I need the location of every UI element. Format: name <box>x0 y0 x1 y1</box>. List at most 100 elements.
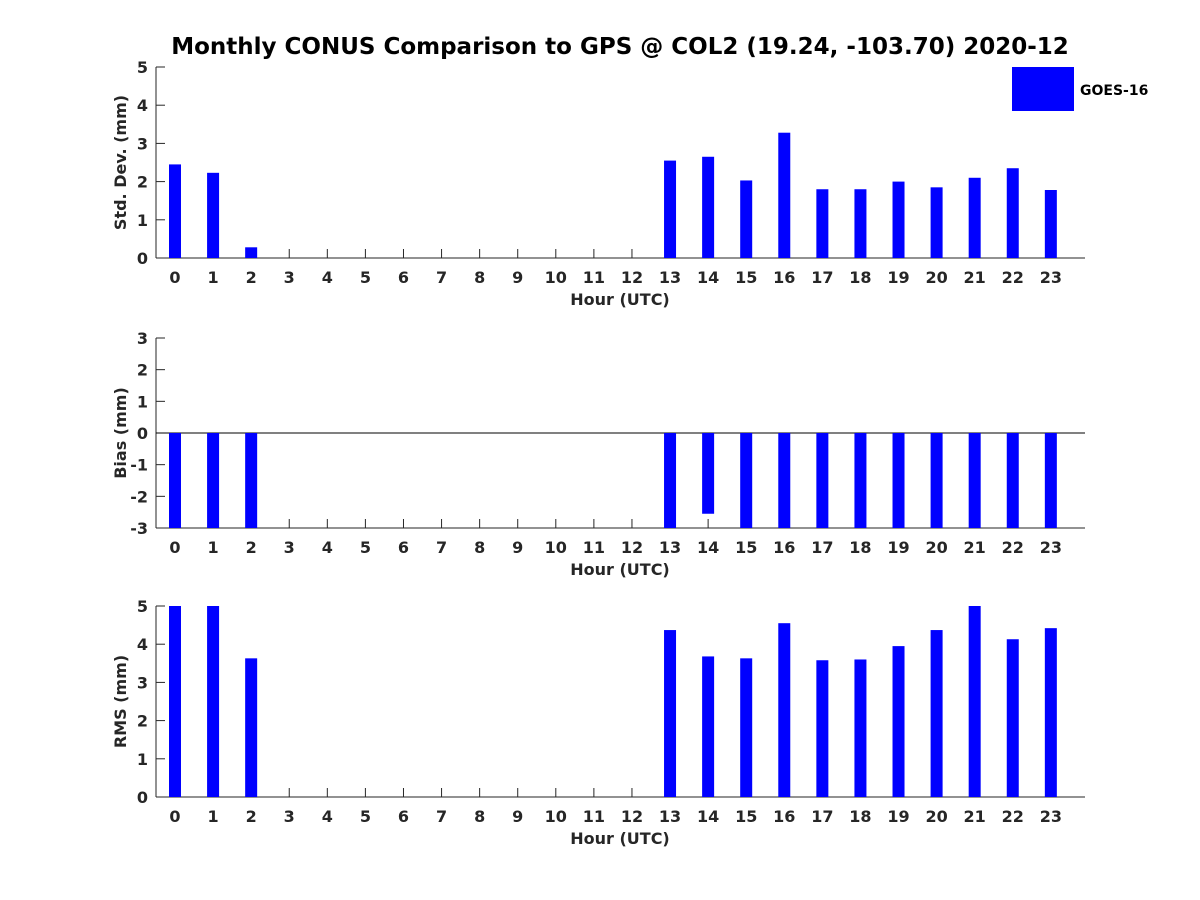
bar-hour-16 <box>778 132 791 258</box>
y-tick-label: 0 <box>137 249 148 268</box>
x-tick-label: 18 <box>849 268 871 287</box>
bar-hour-19 <box>892 646 905 797</box>
bar-hour-17 <box>816 433 829 528</box>
y-tick-label: 0 <box>137 424 148 443</box>
x-tick-label: 17 <box>811 538 833 557</box>
x-tick-label: 12 <box>621 538 643 557</box>
y-tick-label: -2 <box>130 487 148 506</box>
x-tick-label: 11 <box>583 268 605 287</box>
bar-hour-15 <box>740 433 753 528</box>
x-tick-label: 3 <box>284 807 295 826</box>
x-tick-label: 23 <box>1040 538 1062 557</box>
x-tick-label: 9 <box>512 538 523 557</box>
x-tick-label: 22 <box>1002 807 1024 826</box>
x-tick-label: 17 <box>811 268 833 287</box>
x-tick-label: 6 <box>398 538 409 557</box>
y-tick-label: 1 <box>137 392 148 411</box>
x-tick-label: 18 <box>849 807 871 826</box>
x-tick-label: 10 <box>545 268 567 287</box>
x-tick-label: 6 <box>398 807 409 826</box>
bar-hour-0 <box>169 433 181 528</box>
x-tick-label: 12 <box>621 807 643 826</box>
bar-hour-22 <box>1006 639 1019 797</box>
x-tick-label: 2 <box>246 268 257 287</box>
x-tick-label: 2 <box>246 807 257 826</box>
x-tick-label: 19 <box>887 807 909 826</box>
x-tick-label: 21 <box>964 268 986 287</box>
bar-hour-14 <box>702 433 715 514</box>
y-tick-label: 1 <box>137 750 148 769</box>
bar-hour-13 <box>664 433 677 528</box>
bar-hour-13 <box>664 160 677 258</box>
bar-hour-23 <box>1044 628 1057 797</box>
y-axis-label: Std. Dev. (mm) <box>111 95 130 230</box>
x-tick-label: 6 <box>398 268 409 287</box>
x-tick-label: 7 <box>436 268 447 287</box>
x-tick-label: 19 <box>887 538 909 557</box>
x-tick-label: 0 <box>169 538 180 557</box>
x-tick-label: 5 <box>360 538 371 557</box>
bar-hour-18 <box>854 433 867 528</box>
x-tick-label: 23 <box>1040 807 1062 826</box>
x-tick-label: 9 <box>512 268 523 287</box>
x-tick-label: 18 <box>849 538 871 557</box>
bar-hour-18 <box>854 659 867 797</box>
x-tick-label: 15 <box>735 268 757 287</box>
x-tick-label: 21 <box>964 807 986 826</box>
x-axis-label: Hour (UTC) <box>570 829 670 848</box>
x-tick-label: 10 <box>545 538 567 557</box>
y-tick-label: 4 <box>137 96 148 115</box>
y-tick-label: -1 <box>130 456 148 475</box>
x-tick-label: 22 <box>1002 268 1024 287</box>
x-tick-label: 20 <box>925 807 947 826</box>
x-tick-label: 4 <box>322 807 333 826</box>
x-tick-label: 5 <box>360 807 371 826</box>
x-tick-label: 14 <box>697 807 719 826</box>
bar-hour-15 <box>740 180 753 258</box>
bar-hour-17 <box>816 660 829 797</box>
legend-label: GOES-16 <box>1080 83 1148 99</box>
bar-hour-15 <box>740 658 753 797</box>
x-tick-label: 21 <box>964 538 986 557</box>
x-tick-label: 7 <box>436 538 447 557</box>
x-tick-label: 13 <box>659 807 681 826</box>
bar-hour-14 <box>702 156 715 258</box>
x-tick-label: 17 <box>811 807 833 826</box>
y-axis-label: Bias (mm) <box>111 387 130 479</box>
bar-hour-16 <box>778 433 791 528</box>
x-tick-label: 0 <box>169 807 180 826</box>
bar-hour-1 <box>207 172 220 258</box>
chart-title: Monthly CONUS Comparison to GPS @ COL2 (… <box>171 34 1069 60</box>
x-tick-label: 13 <box>659 268 681 287</box>
bar-hour-1 <box>207 606 220 797</box>
x-tick-label: 2 <box>246 538 257 557</box>
bar-hour-18 <box>854 189 867 258</box>
x-tick-label: 9 <box>512 807 523 826</box>
x-tick-label: 11 <box>583 538 605 557</box>
y-tick-label: 0 <box>137 788 148 807</box>
y-tick-label: -3 <box>130 519 148 538</box>
bar-hour-22 <box>1006 168 1019 258</box>
bar-hour-20 <box>930 187 943 258</box>
bar-hour-0 <box>169 606 181 797</box>
bar-hour-19 <box>892 181 905 258</box>
x-tick-label: 16 <box>773 538 795 557</box>
y-tick-label: 5 <box>137 58 148 77</box>
x-tick-label: 10 <box>545 807 567 826</box>
x-tick-label: 20 <box>925 268 947 287</box>
x-tick-label: 7 <box>436 807 447 826</box>
y-tick-label: 3 <box>137 134 148 153</box>
bar-hour-19 <box>892 433 905 528</box>
bar-hour-16 <box>778 623 791 797</box>
y-tick-label: 2 <box>137 361 148 380</box>
bar-hour-21 <box>968 433 981 528</box>
x-tick-label: 22 <box>1002 538 1024 557</box>
x-axis-label: Hour (UTC) <box>570 290 670 309</box>
bar-hour-22 <box>1006 433 1019 528</box>
x-tick-label: 13 <box>659 538 681 557</box>
bar-hour-23 <box>1044 190 1057 258</box>
x-tick-label: 1 <box>208 538 219 557</box>
